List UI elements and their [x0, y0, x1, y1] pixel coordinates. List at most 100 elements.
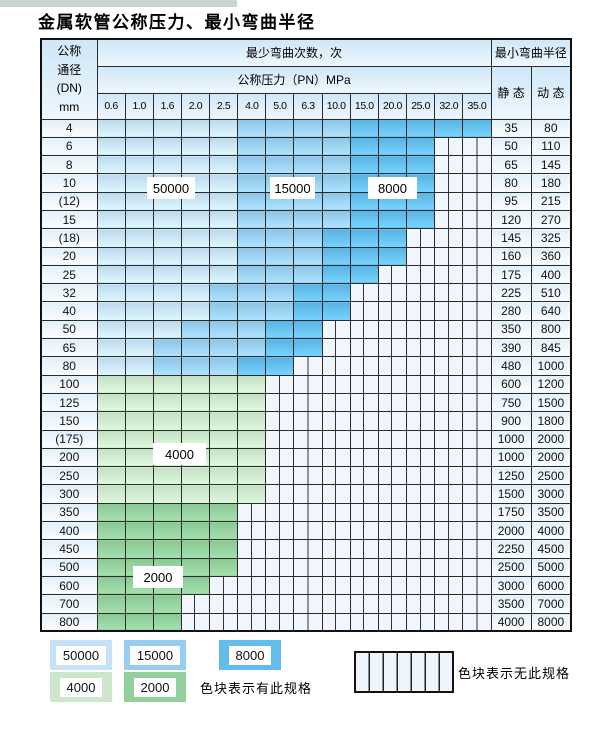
- spec-cell: [96, 246, 126, 266]
- no-spec-cell: [321, 521, 351, 541]
- spec-cell: [237, 155, 267, 175]
- table-row: 150 900 1800: [40, 411, 572, 431]
- spec-cell: [180, 118, 211, 138]
- spec-cell: [124, 612, 154, 632]
- spec-cell: [152, 209, 182, 230]
- spec-cell: [209, 429, 239, 449]
- spec-cell: [152, 338, 182, 358]
- no-spec-cell: [462, 594, 492, 614]
- table-row: 200 1000 2000: [40, 447, 572, 468]
- no-spec-cell: [293, 466, 323, 486]
- spec-cell: [96, 429, 126, 449]
- spec-cell: [349, 136, 379, 157]
- no-spec-cell: [349, 612, 379, 632]
- dn-label: 100: [40, 374, 98, 394]
- no-spec-cell: [462, 246, 492, 266]
- spec-cell: [180, 136, 211, 157]
- no-spec-cell: [462, 374, 492, 394]
- static-value: 2000: [490, 521, 532, 541]
- spec-cell: [96, 118, 126, 138]
- pressure-tick: 15.0: [349, 92, 379, 120]
- spec-cell: [237, 374, 267, 394]
- no-spec-cell: [406, 466, 436, 486]
- spec-cell: [124, 594, 154, 614]
- static-value: 95: [490, 191, 532, 211]
- no-spec-cell: [434, 246, 464, 266]
- dn-label: 700: [40, 594, 98, 614]
- spec-cell: [237, 209, 267, 230]
- table-row: 600 3000 6000: [40, 575, 572, 596]
- static-value: 50: [490, 136, 532, 157]
- spec-cell: [96, 191, 126, 211]
- no-spec-cell: [349, 283, 379, 303]
- spec-cell: [321, 209, 351, 230]
- spec-cell: [265, 136, 295, 157]
- no-spec-cell: [377, 612, 408, 632]
- no-spec-cell: [406, 283, 436, 303]
- spec-cell: [152, 466, 182, 486]
- dynamic-value: 325: [530, 228, 572, 248]
- pressure-tick: 1.0: [124, 92, 154, 120]
- spec-cell: [321, 136, 351, 157]
- spec-cell: [96, 319, 126, 340]
- spec-cell: [237, 264, 267, 285]
- table-row: 4 35 80: [40, 118, 572, 138]
- no-spec-cell: [434, 392, 464, 413]
- spec-cell: [124, 521, 154, 541]
- no-spec-cell: [349, 301, 379, 321]
- dn-label: 20: [40, 246, 98, 266]
- spec-cell: [152, 301, 182, 321]
- no-spec-cell: [434, 338, 464, 358]
- no-spec-cell: [321, 447, 351, 468]
- no-spec-cell: [434, 209, 464, 230]
- spec-cell: [180, 575, 211, 596]
- zone-label: 2000: [133, 566, 183, 588]
- page-title: 金属软管公称压力、最小弯曲半径: [38, 13, 316, 33]
- no-spec-cell: [293, 502, 323, 523]
- no-spec-cell: [377, 466, 408, 486]
- spec-cell: [349, 155, 379, 175]
- static-value: 1000: [490, 447, 532, 468]
- dynamic-value: 7000: [530, 594, 572, 614]
- spec-cell: [209, 118, 239, 138]
- no-spec-cell: [321, 356, 351, 376]
- spec-cell: [124, 209, 154, 230]
- no-spec-cell: [434, 575, 464, 596]
- static-value: 1250: [490, 466, 532, 486]
- no-spec-cell: [434, 411, 464, 431]
- no-spec-cell: [349, 557, 379, 577]
- spec-cell: [265, 301, 295, 321]
- no-spec-cell: [349, 411, 379, 431]
- no-spec-cell: [377, 301, 408, 321]
- legend-swatch: 4000: [50, 672, 112, 702]
- spec-cell: [96, 155, 126, 175]
- spec-cell: [96, 392, 126, 413]
- no-spec-cell: [321, 594, 351, 614]
- no-spec-cell: [406, 392, 436, 413]
- no-spec-cell: [349, 319, 379, 340]
- static-value: 2500: [490, 557, 532, 577]
- spec-cell: [180, 283, 211, 303]
- spec-cell: [377, 228, 408, 248]
- no-spec-cell: [265, 539, 295, 559]
- spec-cell: [180, 246, 211, 266]
- spec-cell: [96, 136, 126, 157]
- dn-label: 250: [40, 466, 98, 486]
- static-value: 2250: [490, 539, 532, 559]
- spec-cell: [293, 246, 323, 266]
- spec-cell: [321, 283, 351, 303]
- no-spec-cell: [462, 392, 492, 413]
- spec-table: 公称 通径 (DN) mm 最少弯曲次数，次 最小弯曲半径 公称压力（PN）MPa 静 态动 …: [40, 38, 573, 633]
- spec-cell: [321, 228, 351, 248]
- static-column-header: 静 态: [490, 65, 532, 120]
- no-spec-cell: [406, 575, 436, 596]
- spec-cell: [209, 338, 239, 358]
- dynamic-value: 2500: [530, 466, 572, 486]
- static-value: 480: [490, 356, 532, 376]
- no-spec-cell: [462, 136, 492, 157]
- no-spec-cell: [265, 484, 295, 504]
- no-spec-cell: [293, 392, 323, 413]
- spec-cell: [377, 118, 408, 138]
- dynamic-value: 3500: [530, 502, 572, 523]
- dynamic-value: 8000: [530, 612, 572, 632]
